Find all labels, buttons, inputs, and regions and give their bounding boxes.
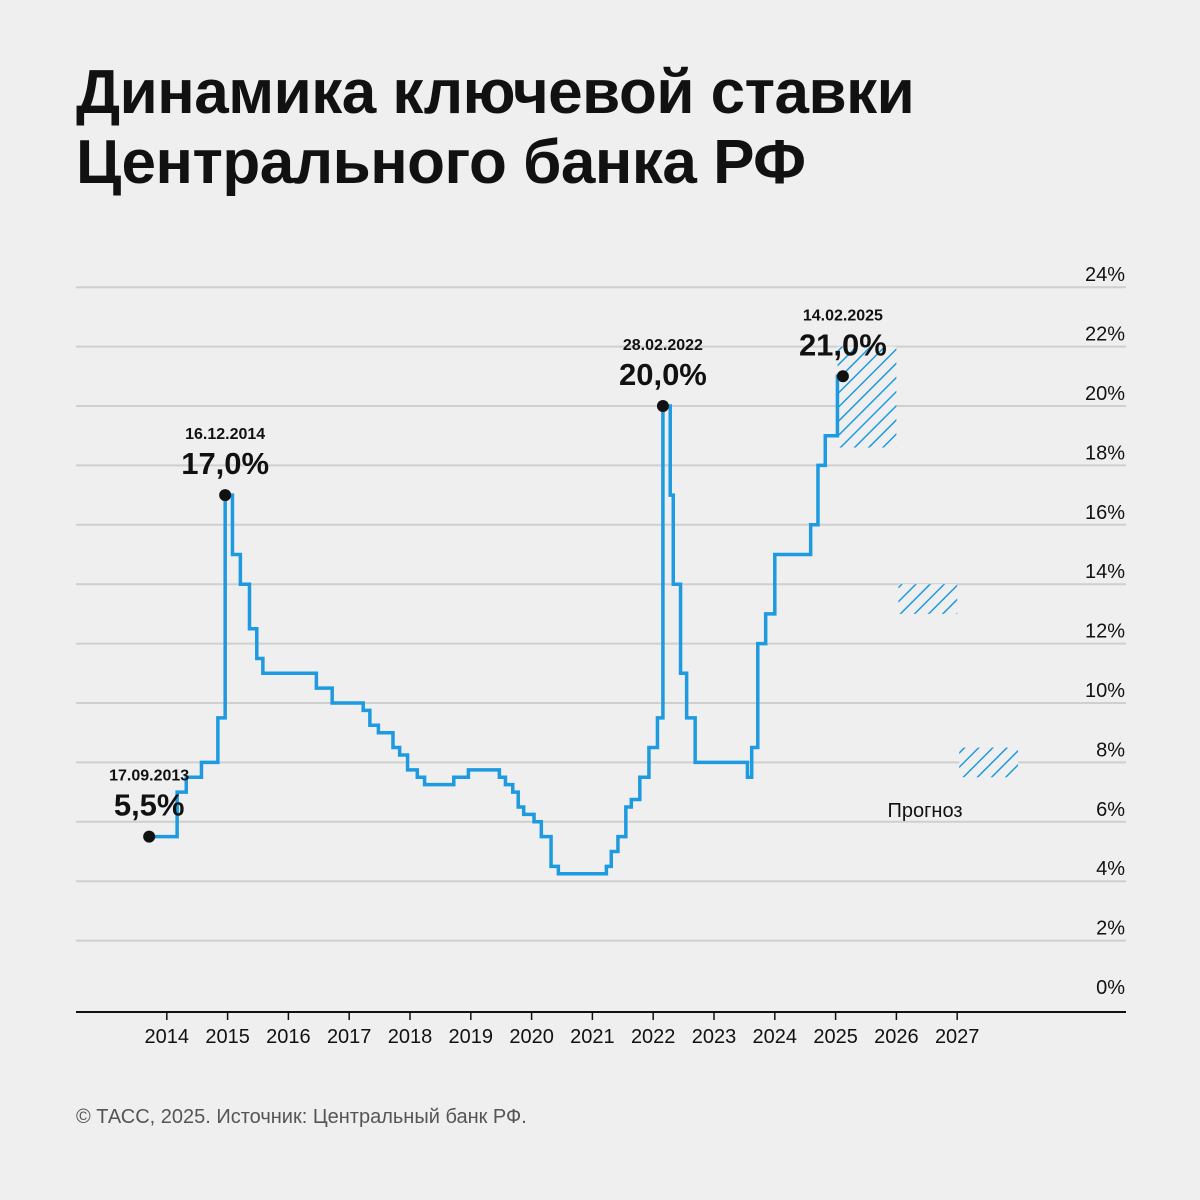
x-tick-label: 2019 [449, 1026, 494, 1048]
y-tick-label: 2% [1096, 918, 1125, 940]
x-tick-label: 2023 [692, 1026, 737, 1048]
chart-title-line-2: Центрального банка РФ [76, 128, 806, 197]
y-tick-label: 4% [1096, 858, 1125, 880]
annotation-dot [219, 489, 232, 502]
annotation-value: 5,5% [114, 788, 185, 823]
forecast-range [898, 584, 958, 614]
x-tick-label: 2018 [388, 1026, 433, 1048]
x-tick-label: 2015 [205, 1026, 250, 1048]
annotation-dot [656, 400, 669, 412]
y-tick-label: 20% [1085, 383, 1125, 405]
x-tick-label: 2016 [266, 1026, 311, 1048]
x-axis-labels: 2014 2015 2016 2017 2018 2019 2020 2021 2022 2023… [145, 1026, 980, 1048]
x-tick-label: 2017 [327, 1026, 372, 1048]
x-tick-label: 2025 [813, 1026, 858, 1048]
y-tick-label: 18% [1085, 442, 1125, 464]
x-tick-label: 2022 [631, 1026, 676, 1048]
source-note: © ТАСС, 2025. Источник: Центральный банк… [76, 1106, 527, 1128]
annotation-date: 28.02.2022 [623, 337, 703, 354]
forecast-range [837, 346, 897, 448]
annotations: 5,5% 17.09.2013 17,0% 16.12.2014 20,0% 28.02.… [109, 307, 887, 843]
forecast-range [959, 747, 1018, 778]
x-tick-label: 2024 [753, 1026, 798, 1048]
annotation-date: 16.12.2014 [185, 426, 265, 443]
annotation-date: 14.02.2025 [803, 307, 883, 324]
annotation-value: 17,0% [181, 446, 269, 481]
rate-line-group [149, 374, 843, 876]
key-rate-chart: 0%2%4%6%8%10%12%14%16%18%20%22%24% 2014 2… [76, 264, 1126, 1048]
y-tick-label: 24% [1085, 264, 1125, 286]
annotation-value: 20,0% [619, 357, 707, 392]
x-tick-label: 2014 [145, 1026, 190, 1048]
annotation-dot [836, 370, 849, 383]
grid-lines [76, 286, 1126, 942]
chart-title-line-1: Динамика ключевой ставки [76, 58, 915, 127]
x-tick-label: 2020 [509, 1026, 554, 1048]
annotation-date: 17.09.2013 [109, 768, 189, 785]
y-tick-label: 12% [1085, 621, 1125, 643]
chart-title: Динамика ключевой ставки Центрального ба… [76, 58, 1136, 198]
x-tick-label: 2026 [874, 1026, 919, 1048]
annotation-dot [143, 830, 156, 843]
y-tick-label: 10% [1085, 680, 1125, 702]
y-tick-label: 0% [1096, 977, 1125, 999]
x-tick-label: 2021 [570, 1026, 615, 1048]
annotation-value: 21,0% [799, 327, 887, 362]
x-axis [76, 1011, 1126, 1020]
forecast-label: Прогноз [887, 800, 962, 822]
y-tick-label: 8% [1096, 739, 1125, 761]
y-tick-label: 16% [1085, 502, 1125, 524]
rate-series-line [149, 374, 843, 876]
y-axis-labels: 0% 2% 4% 6% 8% 10% 12% 14% 16% 18% 20% 22% 24% [1085, 264, 1125, 999]
y-tick-label: 6% [1096, 799, 1125, 821]
y-tick-label: 22% [1085, 324, 1125, 346]
y-tick-label: 14% [1085, 561, 1125, 583]
x-tick-label: 2027 [935, 1026, 980, 1048]
forecast-areas [837, 346, 1018, 778]
